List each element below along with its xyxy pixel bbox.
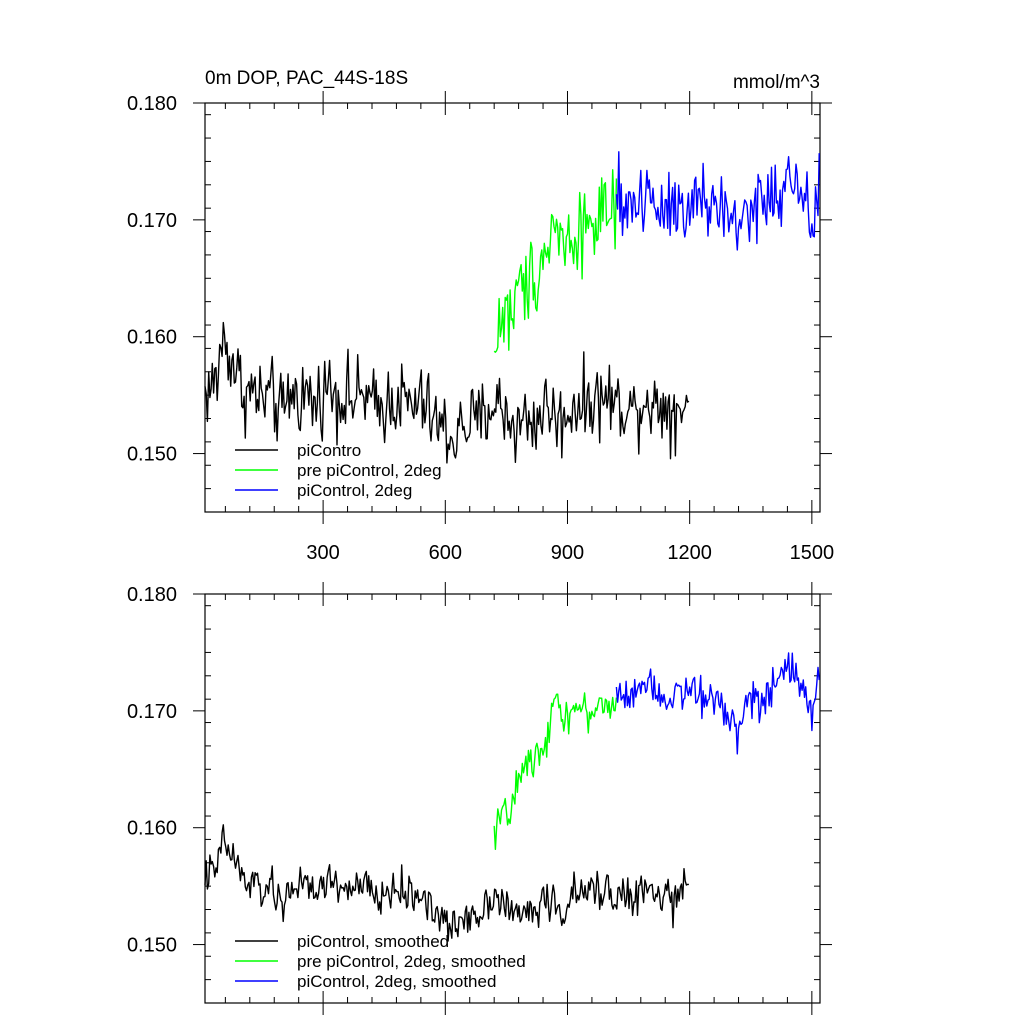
plot-frame — [204, 102, 821, 513]
y-tick-label: 0.150 — [127, 935, 177, 957]
y-tick-label: 0.160 — [127, 327, 177, 349]
top-panel: 0m DOP, PAC_44S-18S mmol/m^3 0.150 0.160 0… — [127, 68, 834, 564]
x-tick-label: 600 — [429, 542, 462, 564]
legend-label-0: piContro — [297, 441, 361, 460]
y-tick-label: 0.160 — [127, 818, 177, 840]
x-tick-label: 1500 — [790, 542, 835, 564]
x-tick-label: 300 — [306, 542, 339, 564]
series-line-0 — [204, 824, 689, 942]
legend-label-2: piControl, 2deg — [297, 481, 412, 500]
plot-frame — [204, 593, 821, 1004]
y-tick-label: 0.170 — [127, 701, 177, 723]
y-tick-label: 0.180 — [127, 584, 177, 606]
series-line-1 — [493, 692, 618, 850]
units-label: mmol/m^3 — [733, 72, 820, 93]
series-line-0 — [204, 321, 690, 464]
series-line-2 — [615, 151, 820, 251]
x-tick-label: 1200 — [667, 542, 712, 564]
legend-label-1: pre piControl, 2deg, smoothed — [297, 952, 526, 971]
top-panel-title: 0m DOP, PAC_44S-18S — [205, 68, 408, 89]
y-tick-label: 0.170 — [127, 210, 177, 232]
x-tick-label: 900 — [551, 542, 584, 564]
y-tick-label: 0.180 — [127, 93, 177, 115]
series-line-2 — [615, 652, 820, 755]
legend-label-0: piControl, smoothed — [297, 932, 449, 951]
y-tick-label: 0.150 — [127, 444, 177, 466]
series-line-1 — [493, 169, 618, 353]
legend-label-2: piControl, 2deg, smoothed — [297, 972, 496, 991]
legend-label-1: pre piControl, 2deg — [297, 461, 442, 480]
